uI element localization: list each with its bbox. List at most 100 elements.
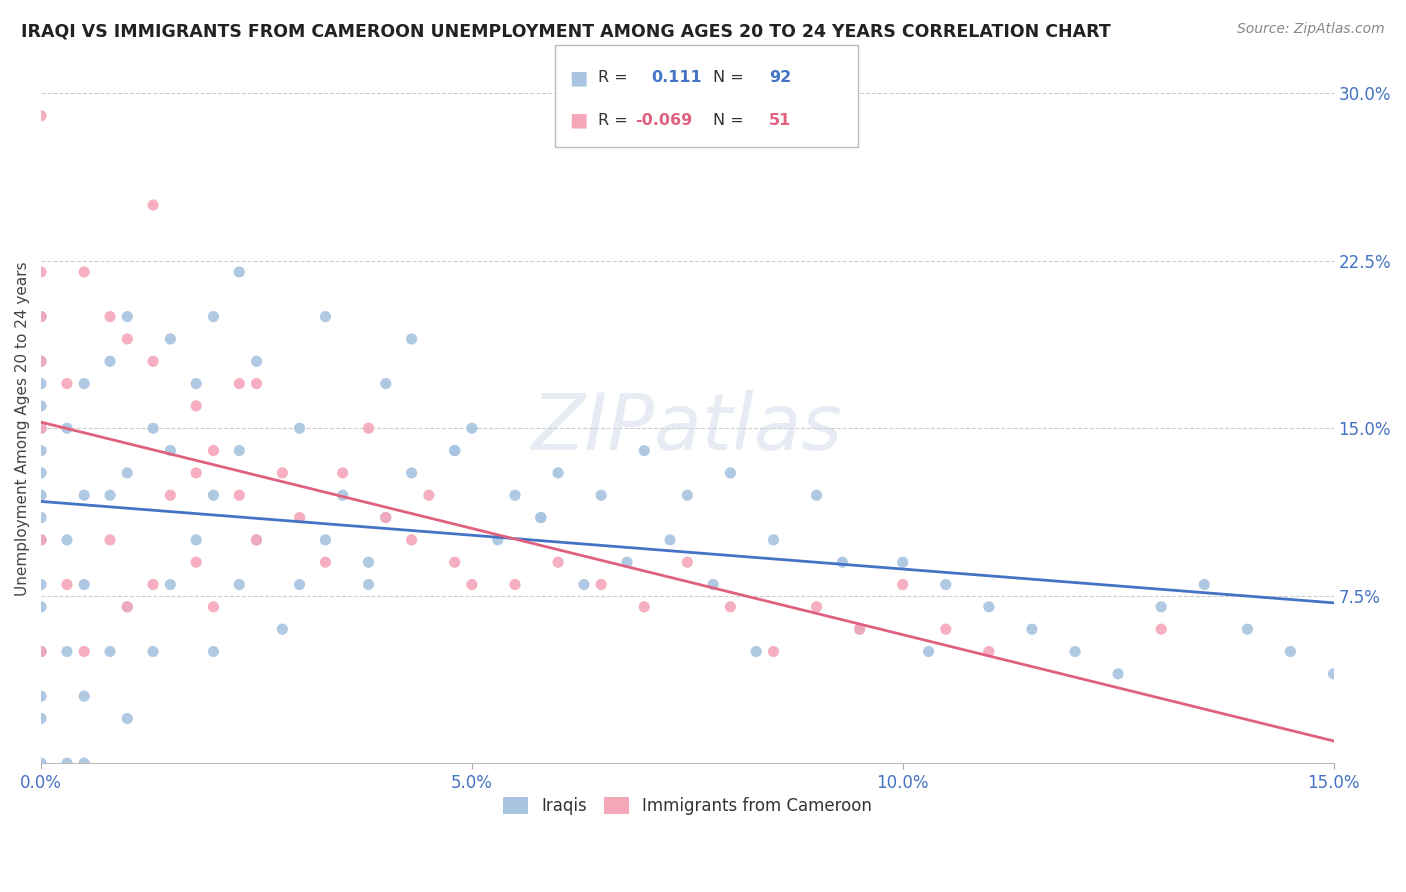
Point <box>30 488 52 502</box>
Point <box>30 354 52 368</box>
Point <box>30 421 52 435</box>
Point <box>702 577 724 591</box>
Point <box>591 488 613 502</box>
Point <box>891 555 914 569</box>
Point <box>228 577 250 591</box>
Point <box>186 399 208 413</box>
Point <box>374 510 396 524</box>
Point <box>1279 644 1302 658</box>
Point <box>56 376 79 391</box>
Point <box>30 689 52 703</box>
Text: N =: N = <box>713 70 744 85</box>
Point <box>357 555 380 569</box>
Point <box>633 443 655 458</box>
Point <box>443 443 465 458</box>
Point <box>762 533 785 547</box>
Point <box>848 622 870 636</box>
Point <box>718 466 741 480</box>
Point <box>288 510 311 524</box>
Text: N =: N = <box>713 113 744 128</box>
Point <box>245 533 267 547</box>
Point <box>159 577 181 591</box>
Point <box>314 310 336 324</box>
Point <box>288 577 311 591</box>
Point <box>935 577 957 591</box>
Text: ■: ■ <box>569 111 588 130</box>
Point <box>56 644 79 658</box>
Point <box>30 756 52 771</box>
Point <box>228 265 250 279</box>
Point <box>806 599 828 614</box>
Point <box>30 599 52 614</box>
Point <box>142 421 165 435</box>
Point <box>461 421 484 435</box>
Point <box>228 488 250 502</box>
Point <box>659 533 682 547</box>
Point <box>401 466 423 480</box>
Point <box>56 756 79 771</box>
Point <box>30 533 52 547</box>
Point <box>73 376 96 391</box>
Point <box>806 488 828 502</box>
Point <box>245 376 267 391</box>
Point <box>30 443 52 458</box>
Point <box>572 577 595 591</box>
Point <box>56 421 79 435</box>
Point <box>503 577 526 591</box>
Point <box>186 376 208 391</box>
Point <box>56 533 79 547</box>
Point <box>117 466 139 480</box>
Point <box>202 644 225 658</box>
Text: IRAQI VS IMMIGRANTS FROM CAMEROON UNEMPLOYMENT AMONG AGES 20 TO 24 YEARS CORRELA: IRAQI VS IMMIGRANTS FROM CAMEROON UNEMPL… <box>21 22 1111 40</box>
Point <box>848 622 870 636</box>
Point <box>117 599 139 614</box>
Text: 0.111: 0.111 <box>651 70 702 85</box>
Point <box>271 622 294 636</box>
Point <box>271 466 294 480</box>
Text: 51: 51 <box>769 113 792 128</box>
Point <box>30 109 52 123</box>
Point <box>245 354 267 368</box>
Point <box>73 577 96 591</box>
Point <box>159 332 181 346</box>
Point <box>30 399 52 413</box>
Point <box>917 644 939 658</box>
Point <box>591 577 613 591</box>
Point <box>935 622 957 636</box>
Point <box>117 711 139 725</box>
Point <box>30 265 52 279</box>
Point <box>314 533 336 547</box>
Point <box>1064 644 1087 658</box>
Legend: Iraqis, Immigrants from Cameroon: Iraqis, Immigrants from Cameroon <box>496 790 879 822</box>
Point <box>98 488 121 502</box>
Point <box>401 533 423 547</box>
Point <box>1236 622 1258 636</box>
Point <box>1150 622 1173 636</box>
Point <box>676 488 699 502</box>
Point <box>547 466 569 480</box>
Point <box>357 421 380 435</box>
Point <box>159 488 181 502</box>
Point <box>332 466 354 480</box>
Point <box>73 488 96 502</box>
Point <box>73 756 96 771</box>
Point <box>1322 666 1344 681</box>
Point <box>56 577 79 591</box>
Point <box>616 555 638 569</box>
Point <box>633 599 655 614</box>
Point <box>745 644 768 658</box>
Point <box>142 198 165 212</box>
Point <box>977 644 1000 658</box>
Point <box>30 711 52 725</box>
Point <box>1194 577 1216 591</box>
Point <box>30 310 52 324</box>
Point <box>73 644 96 658</box>
Point <box>245 533 267 547</box>
Point <box>73 689 96 703</box>
Point <box>676 555 699 569</box>
Point <box>186 533 208 547</box>
Point <box>202 443 225 458</box>
Y-axis label: Unemployment Among Ages 20 to 24 years: Unemployment Among Ages 20 to 24 years <box>15 261 30 596</box>
Point <box>117 310 139 324</box>
Point <box>73 265 96 279</box>
